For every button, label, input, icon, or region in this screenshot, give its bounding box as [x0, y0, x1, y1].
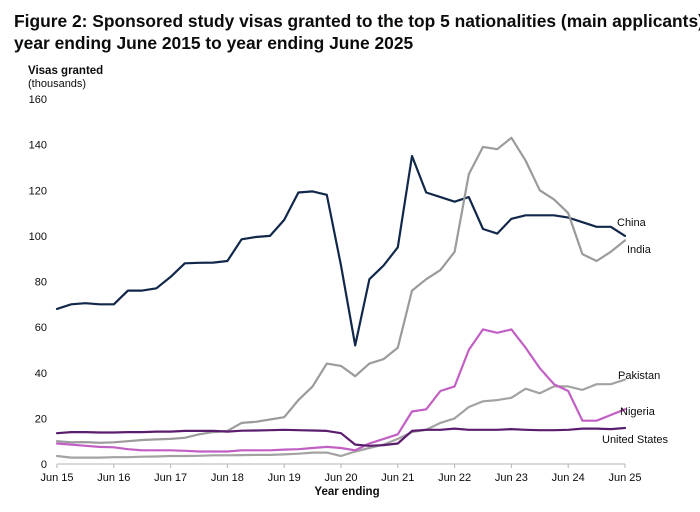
x-tick-label: Jun 20 [324, 472, 357, 484]
y-tick-label: 100 [29, 231, 47, 243]
y-axis-unit: (thousands) [28, 78, 86, 90]
y-tick-label: 160 [29, 94, 47, 106]
series-line-pakistan [55, 378, 627, 459]
x-tick-label: Jun 18 [211, 472, 244, 484]
x-tick-label: Jun 19 [268, 472, 301, 484]
axes: 0 20 40 60 80 100 120 140 160 Jun 15 Jun 16 Jun 17 J… [29, 94, 642, 484]
series-line-india [55, 136, 627, 444]
y-tick-label: 0 [41, 459, 47, 471]
y-tick-label: 60 [35, 322, 47, 334]
series-line-china [55, 154, 627, 347]
series-layer [55, 136, 627, 459]
series-label-nigeria: Nigeria [620, 406, 656, 418]
series-label-india: India [627, 244, 652, 256]
y-axis-title: Visas granted [28, 65, 103, 77]
y-tick-label: 80 [35, 277, 47, 289]
series-label-united-states: United States [602, 434, 669, 446]
series-label-china: China [617, 217, 647, 229]
series-label-pakistan: Pakistan [618, 370, 660, 382]
chart-title-line-2: year ending June 2015 to year ending Jun… [14, 33, 414, 53]
x-axis-title: Year ending [314, 486, 379, 498]
series-line-nigeria [55, 328, 627, 453]
chart-title-line-1: Figure 2: Sponsored study visas granted … [14, 11, 700, 31]
x-tick-label: Jun 21 [381, 472, 414, 484]
x-tick-label: Jun 25 [608, 472, 641, 484]
x-tick-label: Jun 24 [552, 472, 585, 484]
x-tick-label: Jun 17 [154, 472, 187, 484]
series-line-united-states [55, 426, 627, 447]
chart-title: Figure 2: Sponsored study visas granted … [14, 10, 700, 54]
x-tick-label: Jun 23 [495, 472, 528, 484]
x-tick-label: Jun 22 [438, 472, 471, 484]
y-tick-label: 120 [29, 185, 47, 197]
y-tick-label: 40 [35, 368, 47, 380]
y-tick-label: 20 [35, 413, 47, 425]
x-tick-label: Jun 15 [40, 472, 73, 484]
y-tick-label: 140 [29, 140, 47, 152]
x-tick-label: Jun 16 [97, 472, 130, 484]
series-labels: China India Pakistan Nigeria United States [602, 217, 669, 446]
